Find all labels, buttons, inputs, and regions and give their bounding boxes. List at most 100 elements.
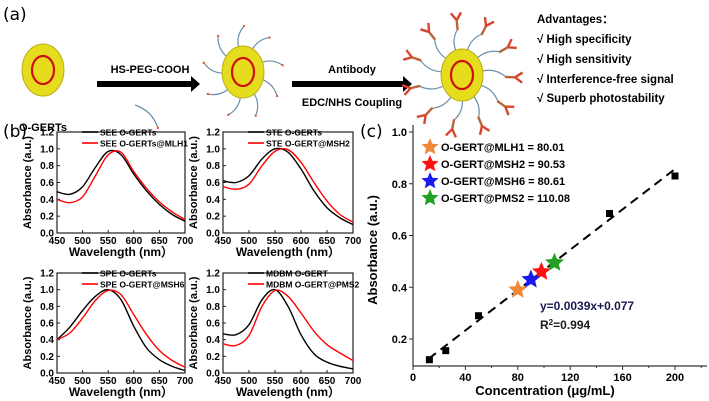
antibody-icon [428, 31, 436, 40]
core-ring [230, 56, 256, 88]
peg-chain [253, 92, 259, 116]
y-tick-label: 0.4 [206, 335, 220, 346]
antibody-arm [401, 83, 411, 90]
peg-end [216, 34, 220, 38]
x-tick-label: 450 [49, 376, 66, 387]
y-tick-label: 0.2 [40, 352, 54, 363]
y-tick-label: 0.2 [392, 334, 407, 346]
peg-chain [476, 50, 501, 59]
legend-label: O-GERT@PMS2 = 110.08 [441, 193, 570, 205]
core-ring [30, 54, 56, 86]
antibody-arm [514, 76, 523, 84]
peg-end [156, 126, 160, 130]
series-line [222, 148, 354, 223]
legend-star-icon [421, 189, 439, 206]
fit-equation: y=0.0039x+0.077 [540, 299, 634, 313]
x-axis-label: Wavelength (nm） [69, 244, 173, 259]
y-tick-label: 0.0 [40, 369, 54, 380]
calibration-point [475, 312, 482, 320]
series-line [222, 288, 354, 370]
panel-label-b: (b) [3, 122, 27, 142]
y-axis-label: Absorbance (a.u.) [365, 195, 380, 305]
antibody-arm [420, 28, 430, 34]
x-tick-label: 550 [100, 236, 117, 247]
legend-label: SEE O-GERTs [100, 128, 157, 138]
series-line [56, 289, 186, 368]
antibody-icon [424, 107, 433, 116]
peg-end [254, 114, 257, 117]
peg-chain [203, 62, 224, 74]
antibody-icon [451, 119, 456, 130]
peg-chain [431, 95, 452, 110]
y-tick-label: 0.4 [40, 195, 54, 206]
peg-chain [472, 95, 480, 118]
advantages-title: Advantages： [537, 14, 614, 26]
peg-chain [419, 85, 445, 90]
peg-end [275, 94, 279, 98]
y-axis-label: Absorbance (a.u.) [22, 136, 34, 229]
peg-end [227, 113, 230, 116]
x-tick-label: 700 [177, 376, 194, 387]
y-tick-label: 1.0 [40, 285, 54, 296]
y-tick-label: 0.2 [206, 212, 220, 223]
peg-chain [453, 28, 459, 52]
antibody-arm [449, 12, 458, 22]
calibration-point [671, 172, 679, 180]
y-tick-label: 0.2 [40, 212, 54, 223]
peg-chain [481, 69, 507, 78]
peg-chain [237, 25, 245, 48]
antibody-arm [427, 22, 431, 33]
y-tick-label: 0.6 [206, 319, 220, 330]
x-tick-label: 600 [293, 236, 310, 247]
x-tick-label: 700 [345, 236, 362, 247]
x-tick-label: 120 [561, 372, 579, 384]
y-tick-label: 1.2 [206, 269, 220, 280]
antibody-arm [423, 114, 427, 125]
peg-chain [480, 84, 499, 102]
advantage-item: √ High specificity [537, 33, 632, 46]
antibody-arm [483, 16, 488, 27]
x-axis-label: Wavelength (nm） [236, 244, 340, 259]
peg-particle [221, 45, 265, 99]
y-tick-label: 1.2 [40, 269, 54, 280]
sample-star [545, 252, 564, 271]
calibration-point [606, 210, 613, 218]
arrow-head [191, 76, 200, 92]
x-tick-label: 550 [267, 236, 284, 247]
y-tick-label: 1.2 [40, 128, 54, 139]
peg-chain [251, 36, 270, 51]
antibody-arm [403, 87, 412, 96]
legend-label: SPE O-GERTs [100, 269, 157, 279]
legend-label: O-GERT@MSH2 = 90.53 [441, 159, 565, 171]
peg-chain [217, 35, 228, 58]
legend-star-icon [421, 155, 439, 172]
x-tick-label: 160 [613, 372, 631, 384]
arrow-step2 [292, 81, 404, 87]
x-tick-label: 650 [151, 236, 168, 247]
schematic-panel-a: O-GERTs HS-PEG-COOH Antibody EDC/NHS Cou… [19, 11, 674, 138]
peg-end [281, 64, 284, 67]
series-line [222, 147, 354, 226]
x-tick-label: 40 [459, 372, 471, 384]
y-tick-label: 0.8 [206, 161, 220, 172]
antibody-arm [506, 38, 513, 48]
x-tick-label: 600 [125, 236, 142, 247]
peg-chain [419, 59, 443, 73]
x-tick-label: 500 [241, 236, 258, 247]
y-tick-label: 1.0 [206, 285, 220, 296]
x-tick-label: 500 [74, 376, 91, 387]
antibody-arm [478, 125, 484, 136]
series-line [222, 289, 354, 362]
peg-chain [261, 78, 278, 97]
antibody-arm [402, 56, 413, 61]
legend-label: MDBM O-GERT@PMS2 [266, 280, 360, 290]
peg-chain [134, 104, 159, 129]
peg-chain [434, 38, 448, 60]
antibody-icon [477, 117, 484, 127]
particle-label: O-GERTs [19, 122, 67, 134]
y-tick-label: 0.4 [206, 195, 220, 206]
y-tick-label: 0.8 [40, 302, 54, 313]
r-squared-part: 2 [549, 318, 554, 327]
y-tick-label: 0.4 [40, 335, 54, 346]
antibody-arm [405, 49, 413, 59]
